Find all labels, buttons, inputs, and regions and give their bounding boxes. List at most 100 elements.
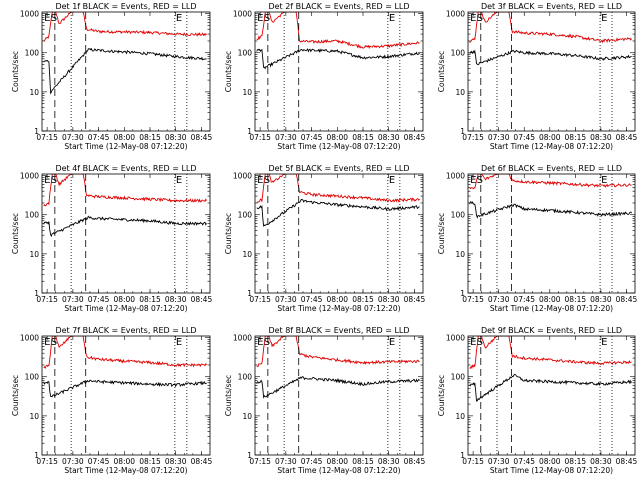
x-tick-label: 07:30	[488, 457, 510, 466]
y-tick-label: 1000	[20, 172, 39, 181]
y-tick-label: 10	[29, 250, 39, 259]
lld-series-line	[256, 12, 420, 50]
time-marker-label: E	[601, 13, 607, 24]
x-axis-label: Start Time (12-May-08 07:12:20)	[64, 142, 187, 151]
panel-title: Det 9f BLACK = Events, RED = LLD	[481, 326, 622, 335]
x-tick-label: 08:15	[139, 133, 161, 142]
x-tick-label: 08:15	[139, 457, 161, 466]
x-tick-label: 08:15	[565, 457, 587, 466]
time-marker-label: E	[470, 175, 476, 186]
x-tick-label: 08:00	[326, 133, 348, 142]
events-series-line	[469, 201, 632, 219]
panel-title: Det 5f BLACK = Events, RED = LLD	[268, 164, 409, 173]
y-tick-label: 100	[451, 211, 466, 220]
x-tick-label: 07:15	[462, 133, 484, 142]
plot-frame	[41, 173, 211, 294]
panel-title: Det 1f BLACK = Events, RED = LLD	[55, 2, 196, 11]
y-tick-label: 100	[451, 373, 466, 382]
time-marker-label: S	[51, 13, 57, 24]
x-axis-label: Start Time (12-May-08 07:12:20)	[277, 304, 400, 313]
x-tick-label: 07:45	[513, 295, 535, 304]
lld-series-line	[43, 336, 207, 370]
x-tick-label: 08:45	[404, 457, 426, 466]
y-tick-label: 1000	[20, 10, 39, 19]
plot-frame	[254, 173, 424, 294]
y-tick-label: 1	[247, 451, 252, 460]
y-tick-label: 10	[455, 88, 465, 97]
time-marker-label: E	[470, 337, 476, 348]
time-marker-label: E	[601, 175, 607, 186]
x-tick-label: 08:15	[352, 295, 374, 304]
x-tick-label: 08:00	[326, 457, 348, 466]
x-tick-label: 08:45	[191, 457, 213, 466]
y-tick-label: 10	[29, 88, 39, 97]
time-marker-label: S	[477, 13, 483, 24]
x-tick-label: 07:30	[62, 295, 84, 304]
time-marker-label: E	[176, 175, 182, 186]
time-marker-label: E	[176, 13, 182, 24]
x-tick-label: 08:15	[352, 457, 374, 466]
events-series-line	[43, 379, 207, 398]
x-tick-label: 07:30	[275, 133, 297, 142]
y-tick-label: 1	[460, 451, 465, 460]
lld-series-line	[43, 174, 207, 207]
x-axis-label: Start Time (12-May-08 07:12:20)	[277, 466, 400, 475]
lld-series-line	[469, 336, 632, 370]
plot-frame	[254, 335, 424, 456]
y-tick-label: 100	[25, 373, 40, 382]
y-tick-label: 1000	[233, 334, 252, 343]
y-tick-label: 100	[451, 49, 466, 58]
plot-frame	[467, 335, 636, 456]
y-axis-label: Counts/sec	[437, 51, 446, 92]
y-tick-label: 100	[238, 49, 253, 58]
y-axis-label: Counts/sec	[224, 51, 233, 92]
x-axis-label: Start Time (12-May-08 07:12:20)	[64, 304, 187, 313]
plot-frame	[41, 11, 211, 132]
x-tick-label: 08:45	[616, 133, 638, 142]
time-marker-label: E	[176, 337, 182, 348]
y-tick-label: 10	[242, 412, 252, 421]
x-tick-label: 08:00	[113, 457, 135, 466]
x-tick-label: 07:45	[88, 133, 110, 142]
x-tick-label: 07:15	[36, 457, 58, 466]
x-tick-label: 08:45	[404, 133, 426, 142]
y-tick-label: 1	[247, 289, 252, 298]
time-marker-label: E	[601, 337, 607, 348]
plot-frame	[467, 173, 636, 294]
x-tick-label: 08:45	[191, 133, 213, 142]
x-axis-label: Start Time (12-May-08 07:12:20)	[277, 142, 400, 151]
time-marker-label: S	[51, 337, 57, 348]
y-tick-label: 1	[34, 127, 39, 136]
x-tick-label: 07:30	[488, 295, 510, 304]
x-tick-label: 08:30	[590, 457, 612, 466]
y-tick-label: 100	[25, 49, 40, 58]
x-tick-label: 08:15	[352, 133, 374, 142]
y-axis-label: Counts/sec	[224, 213, 233, 254]
panel-title: Det 3f BLACK = Events, RED = LLD	[481, 2, 622, 11]
x-tick-label: 07:15	[249, 133, 271, 142]
lld-series-line	[256, 336, 420, 368]
y-tick-label: 10	[242, 250, 252, 259]
x-tick-label: 07:45	[513, 133, 535, 142]
x-tick-label: 07:15	[36, 133, 58, 142]
x-tick-label: 07:45	[513, 457, 535, 466]
y-tick-label: 1000	[233, 10, 252, 19]
y-tick-label: 10	[29, 412, 39, 421]
x-tick-label: 07:30	[275, 457, 297, 466]
lld-series-line	[43, 12, 207, 42]
y-tick-label: 100	[238, 373, 253, 382]
y-axis-label: Counts/sec	[11, 375, 20, 416]
x-tick-label: 07:15	[36, 295, 58, 304]
time-marker-label: E	[257, 175, 263, 186]
time-marker-label: E	[44, 13, 50, 24]
x-tick-label: 08:00	[113, 295, 135, 304]
panel-title: Det 2f BLACK = Events, RED = LLD	[268, 2, 409, 11]
time-marker-label: E	[44, 175, 50, 186]
lld-series-line	[469, 12, 632, 44]
time-marker-label: E	[470, 13, 476, 24]
x-tick-label: 08:15	[565, 133, 587, 142]
